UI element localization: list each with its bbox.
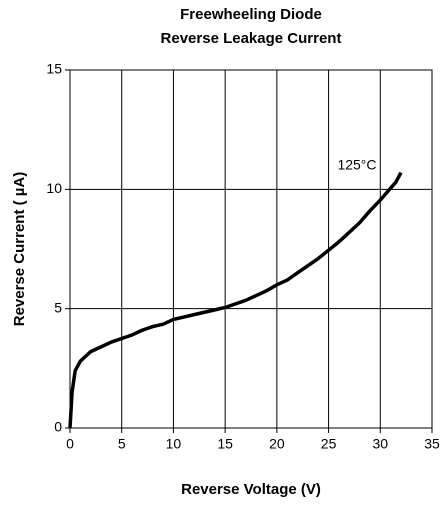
y-tick-label: 10 xyxy=(46,180,62,196)
x-tick-label: 0 xyxy=(66,436,74,452)
x-tick-label: 25 xyxy=(321,436,337,452)
annotation: 125°C xyxy=(337,157,376,173)
y-tick-label: 15 xyxy=(46,61,62,77)
x-tick-label: 35 xyxy=(424,436,440,452)
x-tick-label: 5 xyxy=(118,436,126,452)
plot-frame xyxy=(69,69,433,429)
chart-title: Freewheeling Diode xyxy=(180,6,322,23)
y-tick-label: 5 xyxy=(54,299,62,315)
chart-title: Reverse Leakage Current xyxy=(161,30,342,47)
x-axis-label: Reverse Voltage (V) xyxy=(181,481,321,498)
x-tick-label: 10 xyxy=(166,436,182,452)
y-axis-label: Reverse Current ( µA) xyxy=(11,172,28,327)
x-tick-label: 30 xyxy=(372,436,388,452)
data-line xyxy=(68,171,403,429)
x-tick-label: 20 xyxy=(269,436,285,452)
x-tick-label: 15 xyxy=(217,436,233,452)
y-tick-label: 0 xyxy=(54,419,62,435)
